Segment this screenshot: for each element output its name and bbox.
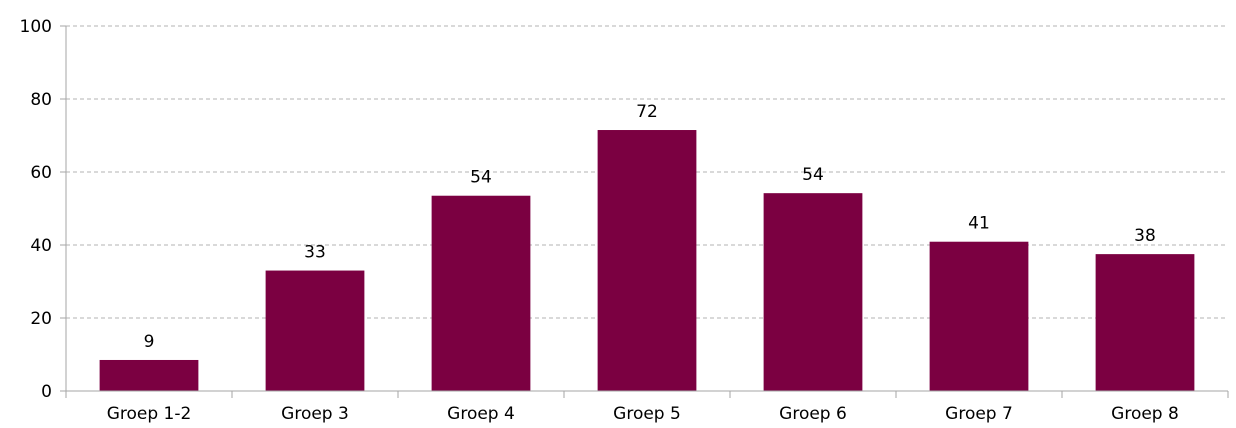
- data-label: 54: [802, 165, 824, 185]
- labels: 0 20 40 60 80 100 9 Groep 1-2 33 Groep 3 54 Groep 4…: [20, 17, 1179, 424]
- data-label: 72: [636, 102, 658, 122]
- x-category-label: Groep 6: [779, 404, 847, 424]
- y-tick-label: 40: [30, 236, 52, 256]
- bar-groep-6: [763, 193, 863, 391]
- bar-groep-8: [1095, 254, 1195, 391]
- data-label: 33: [304, 243, 326, 263]
- axes: [60, 25, 1229, 398]
- y-tick-label: 100: [20, 17, 52, 37]
- x-category-label: Groep 5: [613, 404, 681, 424]
- y-tick-label: 60: [30, 163, 52, 183]
- y-tick-label: 20: [30, 309, 52, 329]
- x-category-label: Groep 3: [281, 404, 349, 424]
- x-category-label: Groep 8: [1111, 404, 1179, 424]
- y-tick-label: 80: [30, 90, 52, 110]
- bars: [99, 130, 1195, 391]
- data-label: 54: [470, 168, 492, 188]
- data-label: 41: [968, 214, 990, 234]
- x-category-label: Groep 4: [447, 404, 515, 424]
- bar-groep-4: [431, 195, 531, 391]
- bar-groep-3: [265, 270, 365, 391]
- bar-groep-1-2: [99, 359, 199, 391]
- x-category-label: Groep 7: [945, 404, 1013, 424]
- data-label: 9: [144, 332, 155, 352]
- bar-groep-7: [929, 241, 1029, 391]
- y-tick-label: 0: [41, 382, 52, 402]
- x-category-label: Groep 1-2: [107, 404, 192, 424]
- bar-groep-5: [597, 130, 697, 391]
- data-label: 38: [1134, 226, 1156, 246]
